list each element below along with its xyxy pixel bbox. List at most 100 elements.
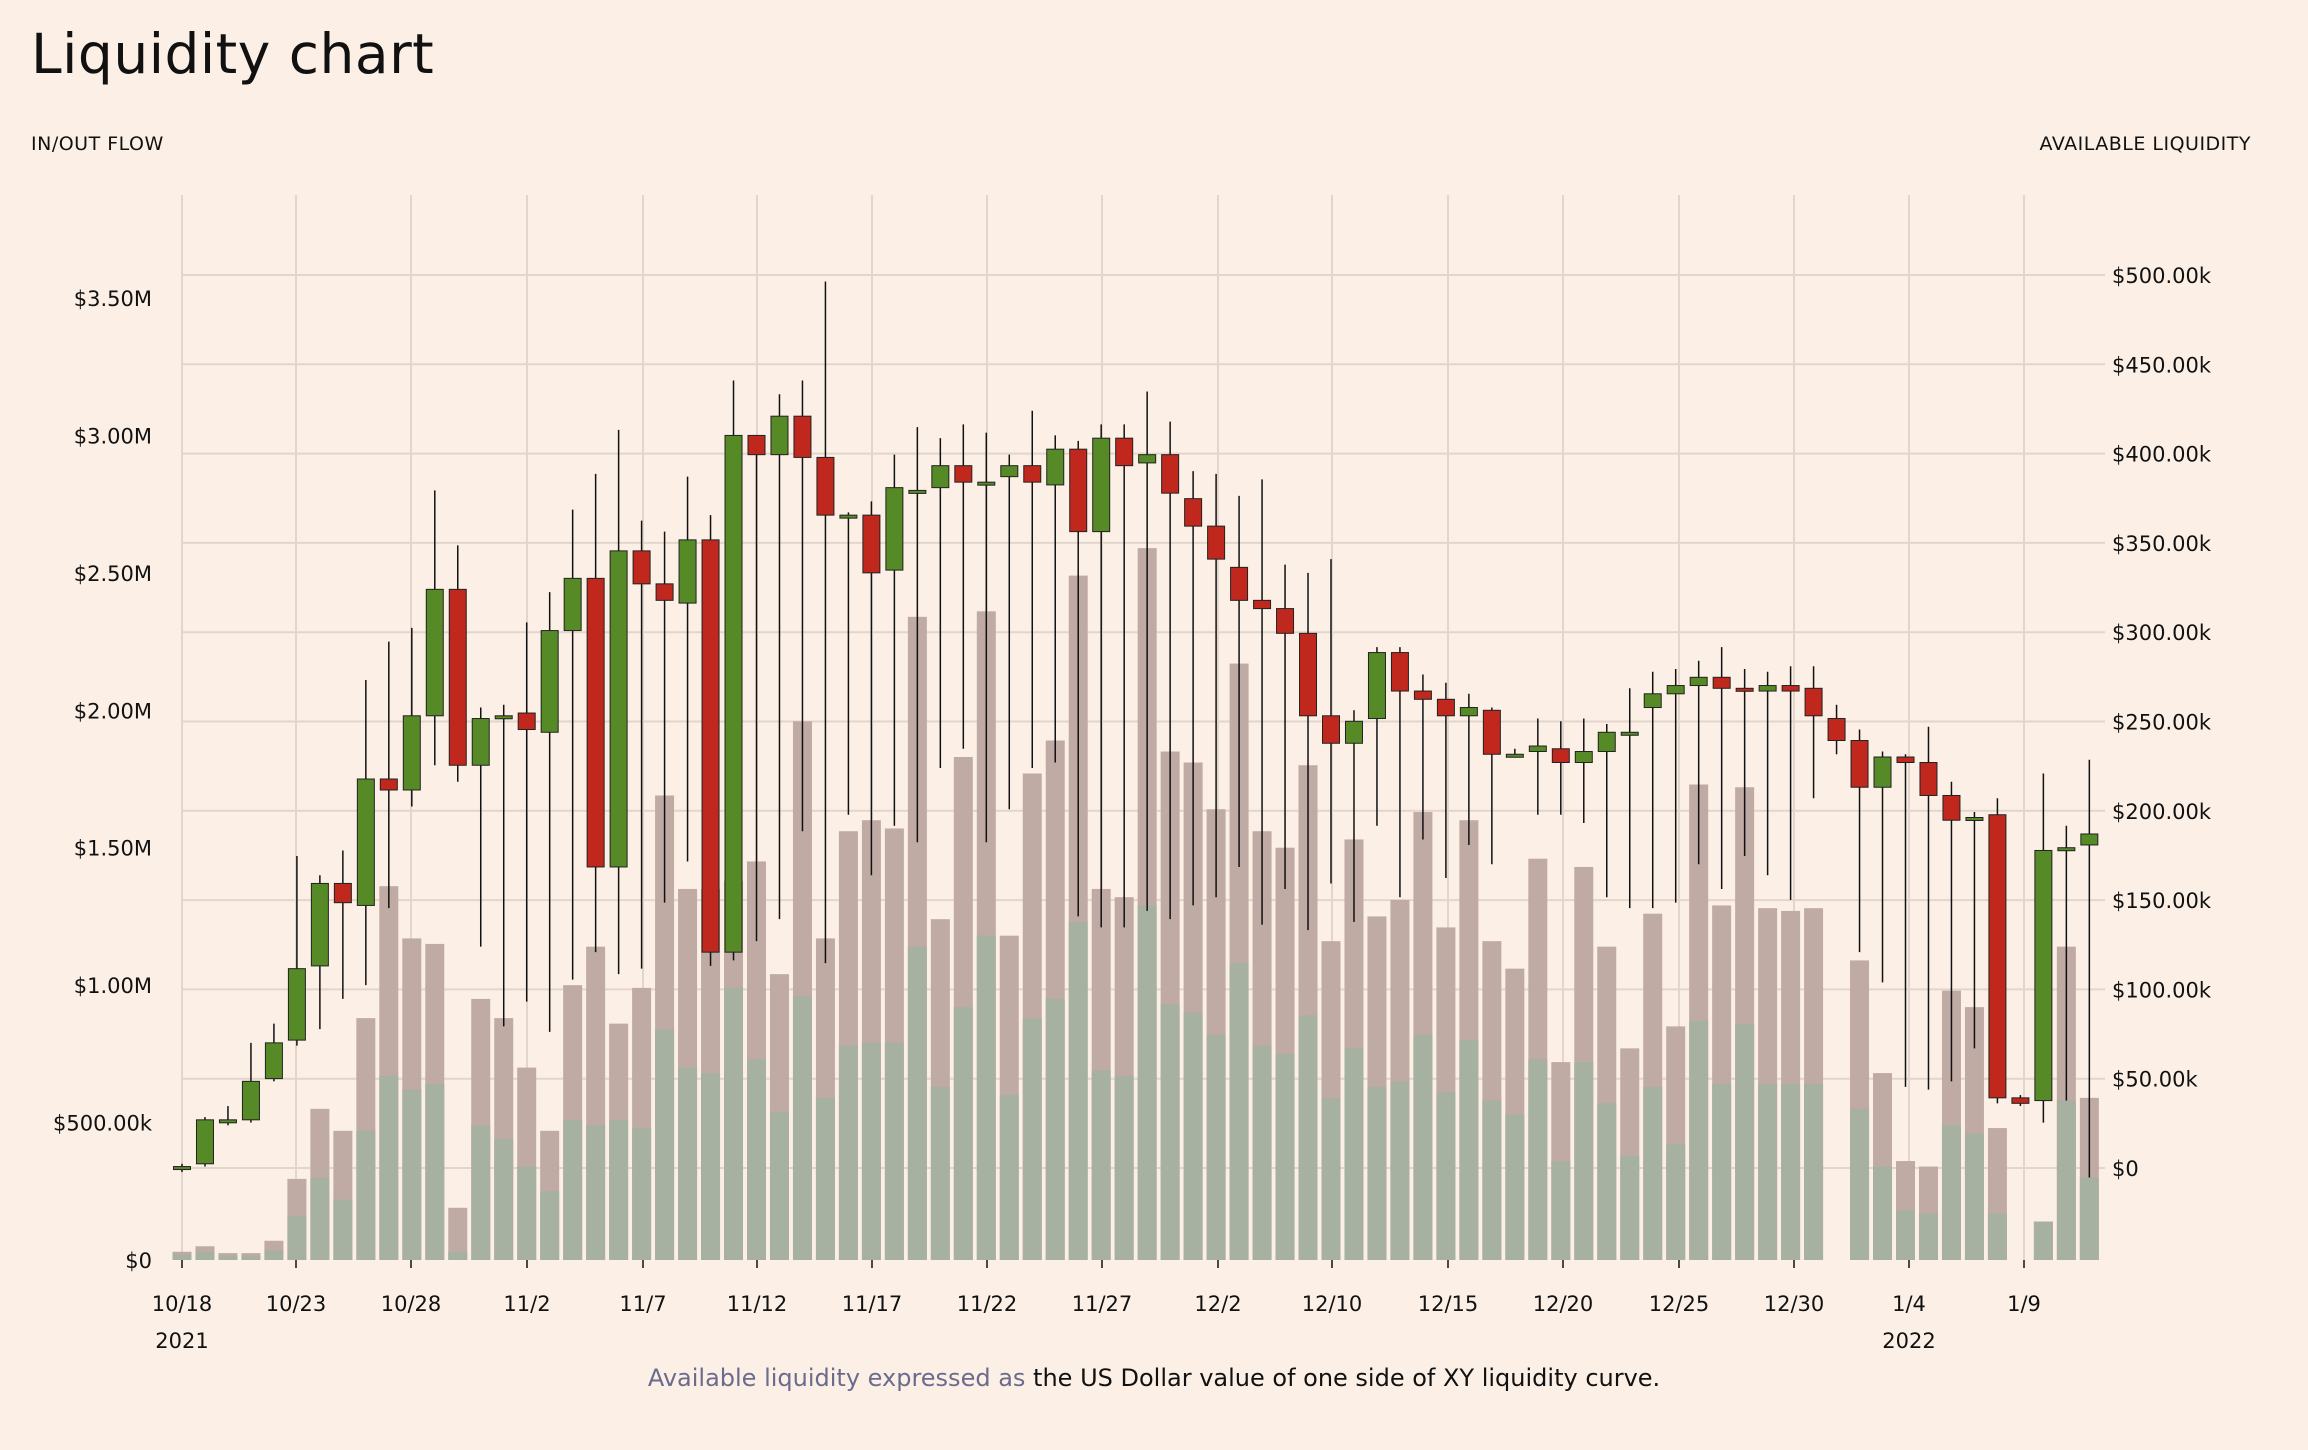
candle-down: [1023, 465, 1042, 483]
right-axis-caption: AVAILABLE LIQUIDITY: [2039, 133, 2251, 155]
x-axis-tick-label: 12/30: [1764, 1292, 1825, 1316]
liquidity-bar-inner: [264, 1250, 284, 1260]
x-axis-tick-label: 11/27: [1072, 1292, 1133, 1316]
candle-up: [471, 718, 490, 766]
liquidity-bar-inner: [1206, 1034, 1226, 1260]
candle-down: [954, 465, 973, 483]
left-axis-tick-label: $1.00M: [74, 974, 152, 998]
candle-up: [931, 465, 950, 489]
right-axis-tick-label: $500.00k: [2112, 264, 2212, 288]
candle-down: [1069, 448, 1088, 533]
liquidity-chart[interactable]: $0 $500.00k $1.00M $1.50M $2.00M $2.50M $3.00M…: [0, 0, 2308, 1360]
liquidity-bar-inner: [1505, 1114, 1525, 1260]
candle-up: [310, 882, 329, 967]
candle-up: [1574, 751, 1593, 764]
candle-down: [1988, 814, 2007, 1099]
candle-down: [793, 415, 812, 458]
candle-up: [563, 577, 582, 632]
candle-down: [747, 434, 766, 456]
candle-up: [173, 1166, 191, 1171]
liquidity-bar-inner: [333, 1199, 353, 1260]
right-axis-tick-label: $100.00k: [2112, 978, 2212, 1002]
candle-up: [977, 481, 996, 486]
candle-down: [632, 550, 651, 585]
liquidity-bar-inner: [1114, 1075, 1134, 1260]
candle-down: [1827, 718, 1846, 742]
candle-up: [1597, 731, 1616, 753]
liquidity-bar-inner: [1620, 1155, 1640, 1260]
left-axis-tick-label: $3.00M: [74, 424, 152, 448]
liquidity-bar-inner: [1482, 1100, 1502, 1260]
x-axis-tick-label: 11/17: [842, 1292, 903, 1316]
candle-down: [1161, 454, 1180, 494]
candle-up: [218, 1119, 237, 1124]
liquidity-bar-inner: [1712, 1084, 1732, 1260]
x-axis-tick-label: 11/22: [957, 1292, 1018, 1316]
page-title: Liquidity chart: [31, 22, 435, 86]
candle-up: [1689, 676, 1708, 687]
liquidity-bars: [172, 548, 2099, 1260]
candle-up: [287, 968, 306, 1041]
liquidity-bar-inner: [2079, 1177, 2099, 1260]
right-axis-tick-label: $50.00k: [2112, 1068, 2198, 1092]
candle-down: [1919, 762, 1938, 796]
left-axis-ticks: $0 $500.00k $1.00M $1.50M $2.00M $2.50M $3.00M…: [53, 287, 153, 1273]
liquidity-bar-inner: [195, 1251, 215, 1260]
candle-up: [356, 778, 375, 906]
liquidity-bar-inner: [609, 1119, 629, 1260]
candle-down: [1413, 690, 1432, 700]
candle-down: [379, 778, 398, 791]
candle-up: [1965, 816, 1984, 821]
right-axis-tick-label: $0: [2112, 1157, 2139, 1181]
liquidity-bar-inner: [1390, 1081, 1410, 1260]
liquidity-bar-inner: [1896, 1210, 1915, 1260]
x-axis-tick-label: 11/12: [727, 1292, 788, 1316]
liquidity-bar-inner: [1321, 1097, 1341, 1260]
liquidity-bar-inner: [425, 1084, 445, 1260]
liquidity-bar-inner: [540, 1191, 560, 1260]
candle-up: [1046, 448, 1065, 486]
liquidity-bar-inner: [1781, 1084, 1801, 1260]
candle-up: [2034, 849, 2053, 1102]
candle-down: [1804, 687, 1823, 717]
candle-up: [770, 415, 789, 456]
candle-down: [1436, 698, 1455, 717]
liquidity-bar-inner: [1298, 1015, 1318, 1260]
candle-down: [1781, 685, 1800, 692]
liquidity-bar-inner: [930, 1086, 950, 1260]
left-axis-tick-label: $1.50M: [74, 837, 152, 861]
footnote-suffix: the US Dollar value of one side of XY li…: [1033, 1364, 1661, 1392]
liquidity-bar-inner: [356, 1130, 376, 1260]
right-axis-tick-label: $350.00k: [2112, 532, 2212, 556]
liquidity-bar-inner: [218, 1255, 238, 1260]
liquidity-bar-inner: [724, 987, 744, 1260]
candle-down: [1253, 599, 1272, 610]
candle-up: [885, 487, 904, 571]
candle-up: [678, 539, 697, 604]
candle-down: [517, 712, 536, 731]
liquidity-bar-inner: [1229, 963, 1249, 1260]
liquidity-bar-inner: [1160, 1004, 1180, 1260]
liquidity-bar-inner: [999, 1095, 1019, 1260]
candle-down: [701, 539, 720, 953]
liquidity-bar-inner: [792, 996, 812, 1260]
liquidity-bar-inner: [884, 1042, 904, 1260]
candle-down: [655, 583, 674, 601]
liquidity-bar-inner: [1689, 1020, 1709, 1260]
right-axis-tick-label: $150.00k: [2112, 889, 2212, 913]
liquidity-bar-inner: [2033, 1221, 2053, 1260]
x-axis-tick-label: 12/20: [1533, 1292, 1594, 1316]
candle-down: [1551, 748, 1570, 764]
flow-candles: [173, 281, 2099, 1178]
candle-up: [494, 715, 513, 720]
liquidity-bar-inner: [976, 935, 996, 1260]
candle-up: [2057, 847, 2076, 852]
liquidity-bar-inner: [1758, 1084, 1778, 1260]
liquidity-bar-inner: [1964, 1133, 1984, 1260]
candle-down: [2011, 1097, 2030, 1104]
x-axis-tick-label: 1/4: [1892, 1292, 1926, 1316]
liquidity-bar-inner: [815, 1097, 835, 1260]
x-axis-year-label: 2022: [1882, 1329, 1935, 1353]
left-axis-caption: IN/OUT FLOW: [31, 133, 164, 155]
chart-footnote: Available liquidity expressed as the US …: [0, 1364, 2308, 1392]
